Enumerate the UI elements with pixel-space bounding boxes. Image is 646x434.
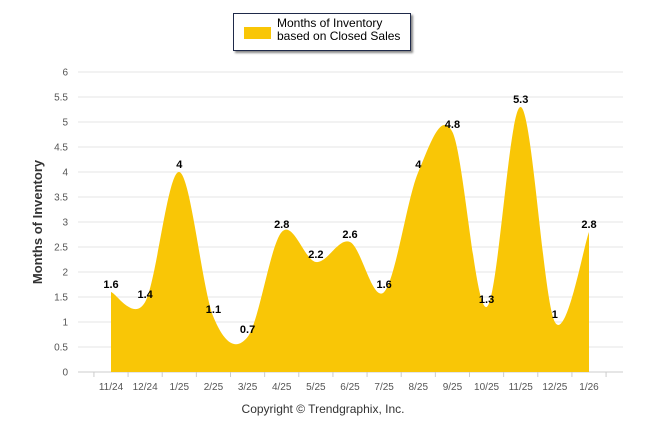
x-tick-label: 11/25 bbox=[509, 382, 534, 393]
legend: Months of Inventory based on Closed Sale… bbox=[233, 13, 411, 51]
x-tick-label: 10/25 bbox=[474, 382, 499, 393]
data-label: 1.1 bbox=[206, 304, 221, 316]
y-tick-label: 3.5 bbox=[54, 193, 68, 204]
x-tick-label: 4/25 bbox=[272, 382, 292, 393]
data-label: 4 bbox=[415, 159, 422, 171]
x-tick-label: 12/24 bbox=[133, 382, 158, 393]
x-tick-label: 7/25 bbox=[374, 382, 394, 393]
legend-label: Months of Inventory based on Closed Sale… bbox=[277, 16, 401, 43]
data-label: 1.6 bbox=[376, 279, 391, 291]
x-tick-label: 12/25 bbox=[542, 382, 567, 393]
y-tick-label: 3 bbox=[62, 218, 68, 229]
data-label: 4.8 bbox=[445, 119, 460, 131]
x-tick-label: 9/25 bbox=[443, 382, 463, 393]
y-tick-label: 5 bbox=[62, 118, 68, 129]
x-tick-label: 11/24 bbox=[99, 382, 124, 393]
x-tick-label: 5/25 bbox=[306, 382, 326, 393]
x-tick-label: 8/25 bbox=[409, 382, 429, 393]
data-label: 2.8 bbox=[581, 219, 596, 231]
y-tick-label: 1.5 bbox=[54, 293, 68, 304]
copyright-footer: Copyright © Trendgraphix, Inc. bbox=[241, 402, 405, 416]
data-label: 0.7 bbox=[240, 324, 255, 336]
data-label: 1.3 bbox=[479, 294, 494, 306]
data-label: 1.4 bbox=[137, 289, 153, 301]
x-tick-label: 6/25 bbox=[340, 382, 360, 393]
legend-swatch bbox=[244, 27, 271, 39]
y-tick-label: 1 bbox=[62, 318, 68, 329]
area-series bbox=[111, 106, 589, 372]
y-tick-label: 2 bbox=[62, 268, 68, 279]
data-label: 1 bbox=[552, 309, 558, 321]
data-label: 1.6 bbox=[103, 279, 118, 291]
y-axis-label: Months of Inventory bbox=[30, 159, 45, 284]
data-label: 2.2 bbox=[308, 249, 323, 261]
y-tick-label: 6 bbox=[62, 68, 68, 79]
y-tick-label: 0 bbox=[62, 368, 68, 379]
y-tick-label: 5.5 bbox=[54, 93, 68, 104]
y-tick-label: 4 bbox=[62, 168, 68, 179]
y-tick-label: 0.5 bbox=[54, 343, 68, 354]
x-tick-label: 1/26 bbox=[579, 382, 599, 393]
x-tick-label: 2/25 bbox=[204, 382, 224, 393]
y-tick-label: 4.5 bbox=[54, 143, 68, 154]
x-tick-label: 3/25 bbox=[238, 382, 258, 393]
x-tick-label: 1/25 bbox=[170, 382, 190, 393]
data-label: 4 bbox=[176, 159, 183, 171]
y-tick-label: 2.5 bbox=[54, 243, 68, 254]
data-label: 2.8 bbox=[274, 219, 289, 231]
data-label: 2.6 bbox=[342, 229, 357, 241]
data-label: 5.3 bbox=[513, 94, 528, 106]
